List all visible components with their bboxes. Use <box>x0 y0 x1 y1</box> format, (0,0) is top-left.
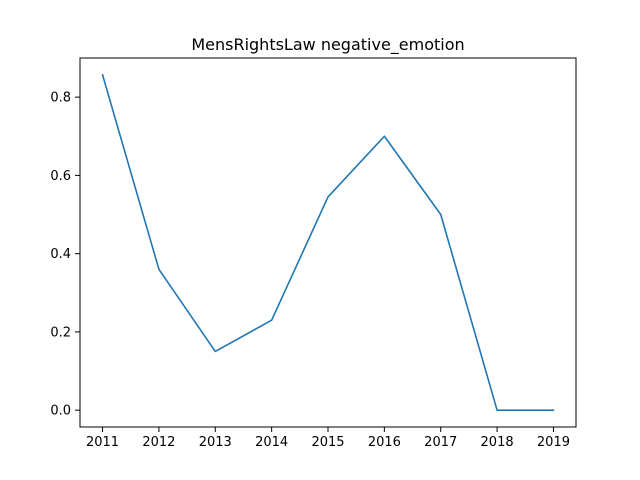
chart-title: MensRightsLaw negative_emotion <box>191 35 464 55</box>
y-tick-label: 0.4 <box>50 247 71 262</box>
x-tick-label: 2019 <box>537 435 570 450</box>
y-tick-label: 0.2 <box>50 325 71 340</box>
x-tick-label: 2013 <box>199 435 232 450</box>
plot-layer: 2011 2012 2013 2014 2015 2016 2017 2018 2019 0.0 0… <box>50 57 577 450</box>
y-tick-label: 0.8 <box>50 91 71 106</box>
x-tick-label: 2018 <box>481 435 514 450</box>
x-tick-label: 2011 <box>86 435 119 450</box>
x-tick-label: 2014 <box>255 435 288 450</box>
x-tick-label: 2016 <box>368 435 401 450</box>
x-tick-label: 2017 <box>424 435 457 450</box>
plot-frame <box>79 57 577 428</box>
series-line <box>101 73 555 411</box>
y-tick-label: 0.6 <box>50 169 71 184</box>
y-tick-label: 0.0 <box>50 404 71 419</box>
x-tick-label: 2012 <box>142 435 175 450</box>
x-tick-label: 2015 <box>311 435 344 450</box>
